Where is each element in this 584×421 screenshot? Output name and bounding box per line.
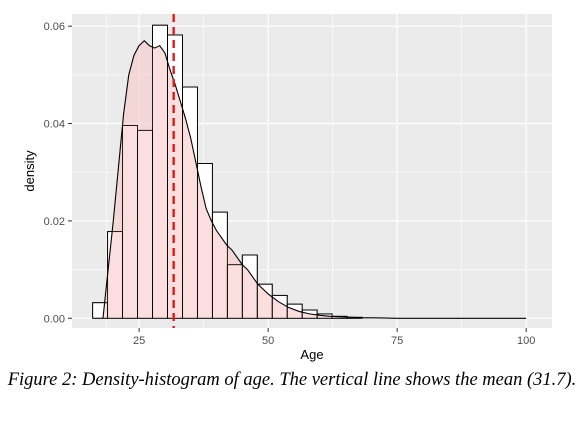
x-axis-title: Age	[300, 347, 323, 362]
x-tick-label: 50	[262, 335, 274, 347]
density-histogram-chart: 25 50 75 100 0.00 0.02 0.04 0.06 Age density	[22, 14, 552, 362]
x-tick-label: 100	[517, 335, 535, 347]
x-tick-label: 75	[391, 335, 403, 347]
y-tick-label: 0.06	[44, 21, 65, 33]
y-axis-title: density	[22, 150, 37, 192]
x-tick-label: 25	[133, 335, 145, 347]
y-tick-label: 0.04	[44, 119, 65, 131]
histogram-bar-outline	[346, 316, 363, 319]
y-tick-label: 0.00	[44, 313, 65, 325]
density-area	[102, 40, 527, 319]
y-tick-label: 0.02	[44, 216, 65, 228]
figure-caption: Figure 2: Density-histogram of age. The …	[7, 370, 577, 390]
